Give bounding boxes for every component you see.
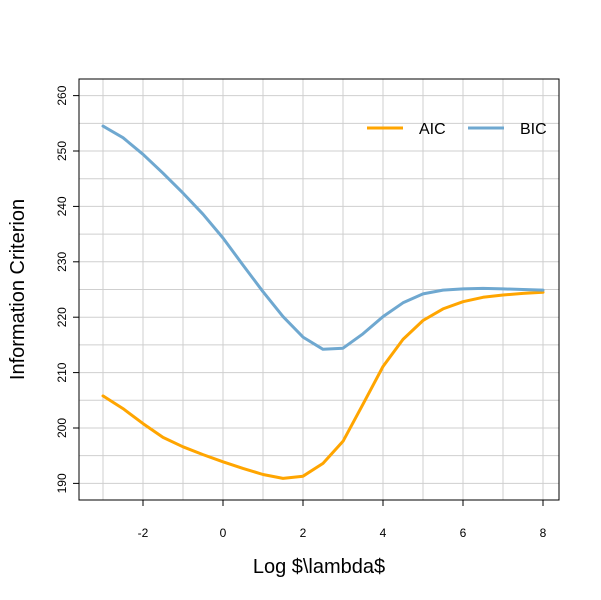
x-tick-label: 2	[300, 526, 307, 540]
x-tick-label: 0	[220, 526, 227, 540]
series-line-bic	[101, 124, 545, 351]
y-axis-title: Information Criterion	[7, 199, 29, 380]
y-tick-label: 230	[55, 251, 69, 271]
y-tick-label: 200	[55, 418, 69, 438]
series-lines	[101, 124, 545, 480]
y-tick-label: 220	[55, 307, 69, 327]
x-axis-title: Log $\lambda$	[253, 556, 385, 578]
axes: -2 0 2 4 6 8 190 200 210 220 230 240 250 260	[55, 85, 546, 540]
y-tick-label: 240	[55, 196, 69, 216]
x-tick-label: -2	[138, 526, 149, 540]
x-tick-label: 4	[380, 526, 387, 540]
y-tick-label: 210	[55, 362, 69, 382]
y-tick-label: 190	[55, 473, 69, 493]
grid-lines	[79, 79, 559, 500]
series-line-aic	[101, 290, 545, 480]
legend-label-aic: AIC	[419, 121, 446, 138]
legend-label-bic: BIC	[520, 121, 547, 138]
y-tick-label: 260	[55, 85, 69, 105]
x-tick-label: 8	[540, 526, 547, 540]
legend: AIC BIC	[367, 121, 547, 138]
x-tick-label: 6	[460, 526, 467, 540]
y-tick-label: 250	[55, 141, 69, 161]
